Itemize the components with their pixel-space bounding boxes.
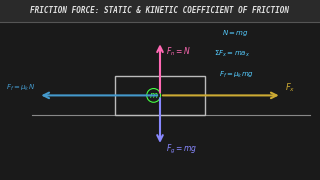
Text: $F_g= mg$: $F_g= mg$ — [166, 143, 198, 156]
Text: $\Sigma F_x = ma_x$: $\Sigma F_x = ma_x$ — [214, 49, 251, 59]
Text: $N = mg$: $N = mg$ — [222, 28, 249, 38]
Text: $F_n= N$: $F_n= N$ — [166, 46, 191, 58]
Text: FRICTION FORCE: STATIC & KINETIC COEFFICIENT OF FRICTION: FRICTION FORCE: STATIC & KINETIC COEFFIC… — [30, 6, 290, 15]
Bar — [115, 76, 205, 115]
Bar — [0, 0, 320, 22]
Text: $F_f= \mu_k N$: $F_f= \mu_k N$ — [6, 83, 36, 93]
Text: $F_f= \mu_k mg$: $F_f= \mu_k mg$ — [219, 70, 254, 80]
Text: $m$: $m$ — [149, 91, 158, 100]
Text: $F_x$: $F_x$ — [285, 82, 295, 94]
